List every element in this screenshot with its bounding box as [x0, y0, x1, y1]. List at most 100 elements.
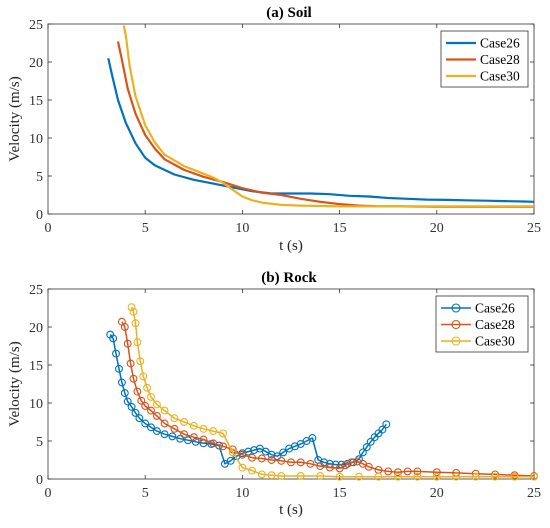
data-point: [471, 472, 480, 481]
data-point: [403, 467, 412, 476]
data-point: [366, 437, 375, 446]
data-point: [362, 443, 371, 452]
data-point: [129, 374, 138, 383]
data-point: [432, 472, 441, 481]
x-axis: 0 5 10 15 20 25: [45, 289, 541, 501]
data-point: [137, 396, 146, 405]
y-tick-label: 0: [36, 208, 43, 223]
y-tick-label: 5: [36, 435, 43, 450]
data-point: [115, 364, 123, 373]
data-point: [267, 450, 276, 459]
data-point: [316, 462, 325, 471]
data-point: [170, 414, 179, 423]
data-point: [277, 472, 286, 480]
data-point: [117, 378, 126, 387]
data-point: [378, 425, 387, 434]
data-point: [152, 427, 161, 436]
legend-label: Case30: [480, 69, 520, 84]
data-point: [199, 424, 208, 433]
data-point: [141, 402, 150, 410]
series-case30: [122, 25, 534, 208]
x-tick-label: 20: [430, 221, 444, 236]
chart-title: (a) Soil: [266, 5, 311, 21]
x-tick-label: 5: [142, 486, 149, 501]
y-axis-label: Velocity (m/s): [7, 341, 23, 426]
data-point: [296, 472, 305, 480]
data-point: [152, 411, 161, 420]
data-point: [228, 448, 237, 457]
data-point: [160, 430, 169, 439]
y-tick-label: 15: [29, 359, 43, 374]
legend-label: Case28: [475, 317, 515, 332]
data-point: [135, 414, 144, 423]
x-tick-label: 0: [45, 221, 52, 236]
data-point: [277, 456, 286, 465]
data-point: [131, 319, 140, 328]
data-point: [160, 406, 169, 415]
data-point: [374, 472, 383, 481]
data-point: [267, 456, 276, 464]
data-point: [136, 357, 145, 366]
x-tick-label: 10: [235, 221, 249, 236]
data-point: [152, 400, 161, 409]
x-axis-label: t (s): [279, 238, 303, 254]
y-tick-label: 10: [29, 132, 43, 147]
series-line: [107, 57, 535, 203]
data-point: [176, 434, 185, 443]
x-axis-label: t (s): [279, 502, 303, 518]
legend-label: Case26: [475, 301, 515, 316]
data-point: [316, 472, 325, 480]
x-tick-label: 25: [527, 486, 541, 501]
x-tick-label: 15: [333, 221, 347, 236]
data-point: [306, 459, 315, 468]
data-point: [432, 468, 441, 477]
data-point: [248, 453, 257, 462]
legend-label: Case26: [480, 36, 520, 51]
legend-label: Case30: [475, 334, 515, 349]
data-point: [261, 447, 270, 456]
x-tick-label: 15: [333, 486, 347, 501]
data-point: [393, 472, 402, 481]
data-point: [120, 323, 129, 331]
y-tick-label: 20: [29, 321, 43, 336]
data-point: [170, 424, 179, 433]
y-tick-label: 25: [29, 18, 43, 33]
data-point: [238, 463, 247, 472]
data-point: [147, 406, 155, 415]
y-axis: 0 5 10 15 20 25: [29, 283, 534, 488]
series-line: [109, 334, 387, 466]
y-tick-label: 20: [29, 56, 43, 71]
data-point: [147, 392, 155, 401]
data-point: [141, 419, 150, 428]
data-point: [189, 433, 198, 442]
data-point: [139, 372, 148, 381]
data-point: [287, 458, 295, 467]
y-axis-label: Velocity (m/s): [7, 76, 23, 161]
data-point: [127, 402, 136, 411]
series-case26: [107, 57, 535, 203]
rock-chart: (b) Rock 0 5 10 15 20 25 0 5 10 15 20 25 t (s) Vel…: [7, 270, 541, 518]
data-point: [325, 463, 334, 472]
data-point: [126, 359, 135, 368]
data-point: [123, 339, 132, 348]
data-point: [219, 429, 227, 438]
data-point: [358, 448, 367, 457]
data-point: [189, 421, 198, 430]
data-point: [257, 454, 266, 463]
x-tick-label: 10: [235, 486, 249, 501]
data-point: [238, 450, 247, 459]
chart-title: (b) Rock: [261, 270, 317, 286]
legend-marker: [451, 319, 461, 330]
x-axis: 0 5 10 15 20 25: [45, 24, 541, 236]
legend-marker: [451, 303, 461, 313]
legend-label: Case28: [480, 52, 520, 67]
data-point: [133, 387, 142, 396]
data-point: [250, 446, 259, 455]
data-point: [452, 472, 461, 481]
data-point: [296, 458, 305, 467]
plot-area: [47, 23, 535, 215]
x-tick-label: 5: [142, 221, 149, 236]
data-point: [248, 466, 257, 475]
